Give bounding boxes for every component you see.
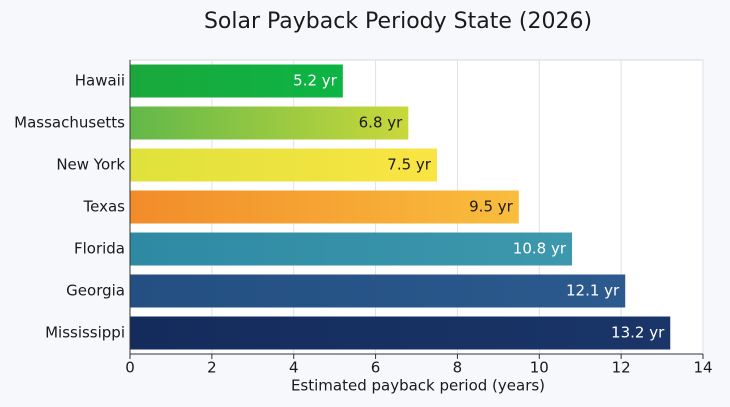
y-tick-label: Georgia <box>66 282 125 300</box>
bar <box>130 64 343 98</box>
bar <box>130 232 573 266</box>
bar <box>130 148 437 182</box>
value-label: 5.2 yr <box>293 72 338 90</box>
x-tick-label: 12 <box>612 359 631 377</box>
value-label: 13.2 yr <box>611 324 665 342</box>
value-label: 7.5 yr <box>387 156 432 174</box>
x-tick-label: 14 <box>693 359 712 377</box>
x-tick-label: 2 <box>207 359 217 377</box>
bar <box>130 190 519 224</box>
bar <box>130 106 409 140</box>
chart-title: Solar Payback Periody State (2026) <box>204 9 592 34</box>
x-tick-label: 6 <box>371 359 381 377</box>
value-label: 12.1 yr <box>566 282 620 300</box>
x-tick-label: 4 <box>289 359 299 377</box>
y-tick-label: Mississippi <box>45 324 125 342</box>
y-tick-label: Hawaii <box>75 72 125 90</box>
bar <box>130 316 671 350</box>
y-tick-label: Florida <box>74 240 125 258</box>
bar <box>130 274 626 308</box>
x-tick-label: 8 <box>453 359 463 377</box>
value-label: 6.8 yr <box>359 114 404 132</box>
y-tick-label: Massachusetts <box>14 114 125 132</box>
x-tick-label: 10 <box>530 359 549 377</box>
x-axis-label: Estimated payback period (years) <box>291 377 545 395</box>
x-tick-label: 0 <box>125 359 135 377</box>
y-tick-label: Texas <box>83 198 126 216</box>
y-tick-label: New York <box>56 156 125 174</box>
value-label: 9.5 yr <box>469 198 514 216</box>
value-label: 10.8 yr <box>513 240 567 258</box>
